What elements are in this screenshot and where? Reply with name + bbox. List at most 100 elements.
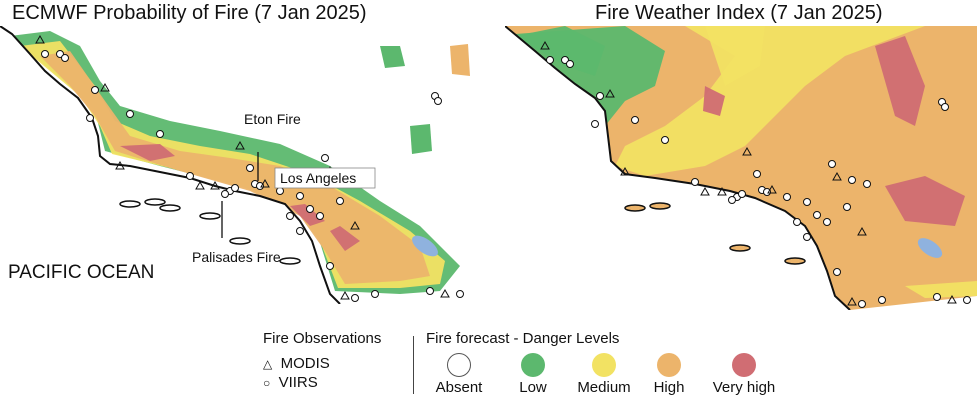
viirs-marker [126, 110, 134, 118]
danger-area [290, 204, 325, 226]
viirs-marker [371, 290, 379, 298]
right-map-title: Fire Weather Index (7 Jan 2025) [595, 2, 883, 24]
palisades-fire-label: Palisades Fire [192, 249, 281, 265]
coastline [0, 26, 341, 304]
modis-marker [35, 34, 45, 44]
viirs-marker [828, 160, 836, 168]
viirs-marker [803, 233, 811, 241]
legend-viirs: ○ VIIRS [263, 374, 318, 391]
viirs-marker [793, 218, 801, 226]
viirs-marker [738, 190, 746, 198]
viirs-marker [783, 193, 791, 201]
legend-label-very-high: Very high [712, 379, 776, 396]
legend-swatch-high [657, 353, 681, 377]
modis-marker [340, 290, 350, 300]
modis-marker [832, 171, 842, 181]
los-angeles-label: Los Angeles [280, 170, 356, 186]
island [159, 204, 181, 212]
legend-swatch-absent [447, 353, 471, 377]
danger-area [905, 281, 977, 298]
island [649, 202, 671, 210]
danger-area [703, 86, 725, 116]
viirs-marker [878, 296, 886, 304]
viirs-marker [691, 178, 699, 186]
danger-area [380, 46, 405, 68]
danger-legend-title: Fire forecast - Danger Levels [426, 330, 620, 347]
viirs-marker [246, 164, 254, 172]
viirs-marker [661, 136, 669, 144]
modis-marker [847, 296, 857, 306]
viirs-marker [351, 294, 359, 302]
danger-area [705, 26, 765, 86]
viirs-marker [591, 120, 599, 128]
modis-marker [605, 88, 615, 98]
viirs-marker [186, 172, 194, 180]
legend-label-absent: Absent [435, 379, 483, 396]
viirs-marker [41, 50, 49, 58]
viirs-marker [91, 86, 99, 94]
modis-marker [115, 160, 125, 170]
island [729, 244, 751, 252]
modis-marker [620, 166, 630, 176]
modis-marker [260, 178, 270, 188]
viirs-marker [631, 116, 639, 124]
legend-modis: △ MODIS [263, 355, 330, 372]
viirs-marker [156, 130, 164, 138]
viirs-marker [823, 218, 831, 226]
legend-label-low: Low [519, 379, 547, 396]
modis-marker [210, 180, 220, 190]
danger-area [515, 26, 605, 76]
legend-swatch-medium [592, 353, 616, 377]
danger-area [330, 226, 360, 251]
modis-marker [700, 186, 710, 196]
modis-marker [947, 294, 957, 304]
danger-area [450, 44, 470, 76]
danger-area [120, 144, 175, 161]
island [784, 257, 806, 265]
viirs-marker [434, 97, 442, 105]
viirs-marker [336, 197, 344, 205]
viirs-marker [933, 293, 941, 301]
viirs-marker [596, 92, 604, 100]
viirs-marker [803, 198, 811, 206]
viirs-marker [843, 203, 851, 211]
ocean [0, 26, 340, 304]
legend-label-medium: Medium [577, 379, 631, 396]
modis-marker [440, 288, 450, 298]
viirs-marker [753, 170, 761, 178]
viirs-marker [566, 60, 574, 68]
viirs-marker [763, 188, 771, 196]
viirs-marker [231, 184, 239, 192]
danger-area [410, 124, 432, 154]
ocean [505, 26, 850, 310]
viirs-marker [306, 205, 314, 213]
viirs-marker [963, 296, 971, 304]
coastline [505, 26, 851, 310]
modis-marker [100, 82, 110, 92]
viirs-marker [86, 114, 94, 122]
salton-sea [412, 235, 438, 257]
legend-swatch-low [521, 353, 545, 377]
legend-swatch-very-high [732, 353, 756, 377]
modis-marker [742, 146, 752, 156]
modis-marker [195, 180, 205, 190]
viirs-marker [426, 287, 434, 295]
island [624, 204, 646, 212]
island [119, 200, 141, 208]
modis-marker [767, 184, 777, 194]
pacific-ocean-label: PACIFIC OCEAN [8, 262, 154, 283]
viirs-marker [296, 192, 304, 200]
island [279, 257, 301, 265]
modis-marker [350, 220, 360, 230]
modis-marker [717, 186, 727, 196]
danger-area [40, 51, 430, 284]
eton-fire-label: Eton Fire [244, 111, 301, 127]
island [229, 237, 251, 245]
legend-divider [413, 336, 414, 394]
circle-icon: ○ [263, 376, 271, 390]
viirs-marker [813, 211, 821, 219]
viirs-marker [221, 190, 229, 198]
danger-legend: Fire forecast - Danger Levels Absent Low M… [426, 330, 786, 400]
viirs-marker [833, 268, 841, 276]
